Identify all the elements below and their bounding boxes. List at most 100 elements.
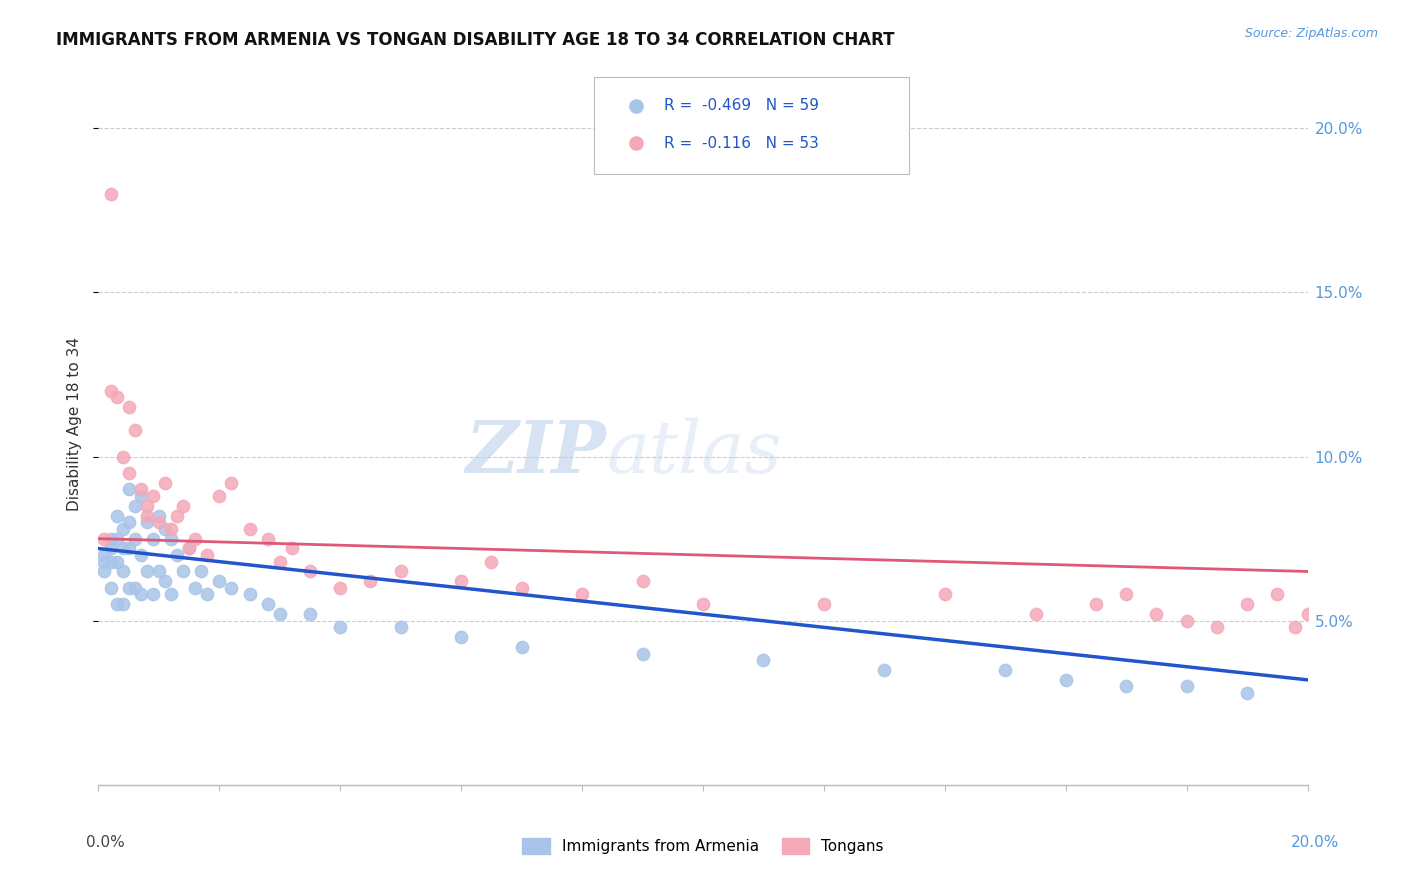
Point — [148, 565, 170, 579]
Point — [813, 598, 835, 612]
Text: Source: ZipAtlas.com: Source: ZipAtlas.com — [1244, 27, 1378, 40]
Point — [1175, 614, 1198, 628]
Point — [142, 532, 165, 546]
Point — [184, 581, 207, 595]
Point — [1296, 607, 1319, 622]
Point — [111, 541, 134, 556]
Text: atlas: atlas — [606, 417, 782, 488]
Point — [166, 548, 188, 562]
Point — [118, 515, 141, 529]
Point — [105, 391, 128, 405]
Point — [299, 565, 322, 579]
Point — [1309, 614, 1331, 628]
Point — [1267, 587, 1289, 601]
Point — [142, 489, 165, 503]
Point — [1315, 620, 1337, 634]
Point — [124, 581, 146, 595]
Point — [118, 401, 141, 415]
Point — [389, 565, 412, 579]
Point — [111, 522, 134, 536]
Point — [239, 587, 262, 601]
Point — [129, 587, 152, 601]
Point — [1357, 640, 1379, 654]
Point — [221, 581, 243, 595]
Point — [166, 508, 188, 523]
Point — [1024, 607, 1046, 622]
Point — [100, 532, 122, 546]
Point — [100, 384, 122, 398]
Text: 0.0%: 0.0% — [86, 836, 125, 850]
Point — [631, 647, 654, 661]
Point — [105, 598, 128, 612]
Point — [450, 630, 472, 644]
Point — [195, 548, 218, 562]
Point — [93, 565, 115, 579]
Point — [118, 483, 141, 497]
Point — [160, 532, 183, 546]
Point — [1115, 587, 1137, 601]
Text: ZIP: ZIP — [465, 417, 606, 488]
Point — [172, 565, 194, 579]
Point — [631, 574, 654, 589]
FancyBboxPatch shape — [595, 77, 908, 175]
Point — [111, 450, 134, 464]
Point — [1284, 620, 1306, 634]
Point — [111, 598, 134, 612]
Point — [118, 466, 141, 480]
Point — [100, 581, 122, 595]
Point — [105, 532, 128, 546]
Point — [1386, 653, 1406, 667]
Point — [148, 508, 170, 523]
Point — [281, 541, 304, 556]
Point — [179, 541, 201, 556]
Point — [1236, 686, 1258, 700]
Point — [329, 620, 352, 634]
Point — [450, 574, 472, 589]
Point — [256, 532, 278, 546]
Legend: Immigrants from Armenia, Tongans: Immigrants from Armenia, Tongans — [516, 832, 890, 861]
Point — [208, 489, 231, 503]
Point — [184, 532, 207, 546]
Point — [135, 499, 157, 513]
Point — [172, 499, 194, 513]
Point — [1144, 607, 1167, 622]
Point — [124, 499, 146, 513]
Point — [153, 522, 176, 536]
Point — [1054, 673, 1077, 687]
Point — [111, 565, 134, 579]
Point — [179, 541, 201, 556]
Point — [994, 663, 1017, 677]
Point — [752, 653, 775, 667]
Point — [269, 555, 291, 569]
Text: R =  -0.469   N = 59: R = -0.469 N = 59 — [664, 98, 820, 113]
Point — [1206, 620, 1229, 634]
Point — [195, 587, 218, 601]
Point — [873, 663, 896, 677]
Point — [1115, 680, 1137, 694]
Point — [135, 508, 157, 523]
Point — [153, 475, 176, 490]
Point — [360, 574, 382, 589]
Text: R =  -0.116   N = 53: R = -0.116 N = 53 — [664, 136, 820, 151]
Point — [124, 532, 146, 546]
Point — [389, 620, 412, 634]
Point — [129, 483, 152, 497]
Point — [160, 587, 183, 601]
Point — [256, 598, 278, 612]
Point — [1327, 630, 1350, 644]
Point — [148, 515, 170, 529]
Point — [299, 607, 322, 622]
Point — [510, 581, 533, 595]
Point — [269, 607, 291, 622]
Point — [135, 565, 157, 579]
Point — [934, 587, 956, 601]
Point — [142, 587, 165, 601]
Point — [329, 581, 352, 595]
Point — [692, 598, 714, 612]
Point — [124, 423, 146, 437]
Point — [100, 541, 122, 556]
Point — [481, 555, 503, 569]
Point — [105, 508, 128, 523]
Point — [160, 522, 183, 536]
Point — [93, 532, 115, 546]
